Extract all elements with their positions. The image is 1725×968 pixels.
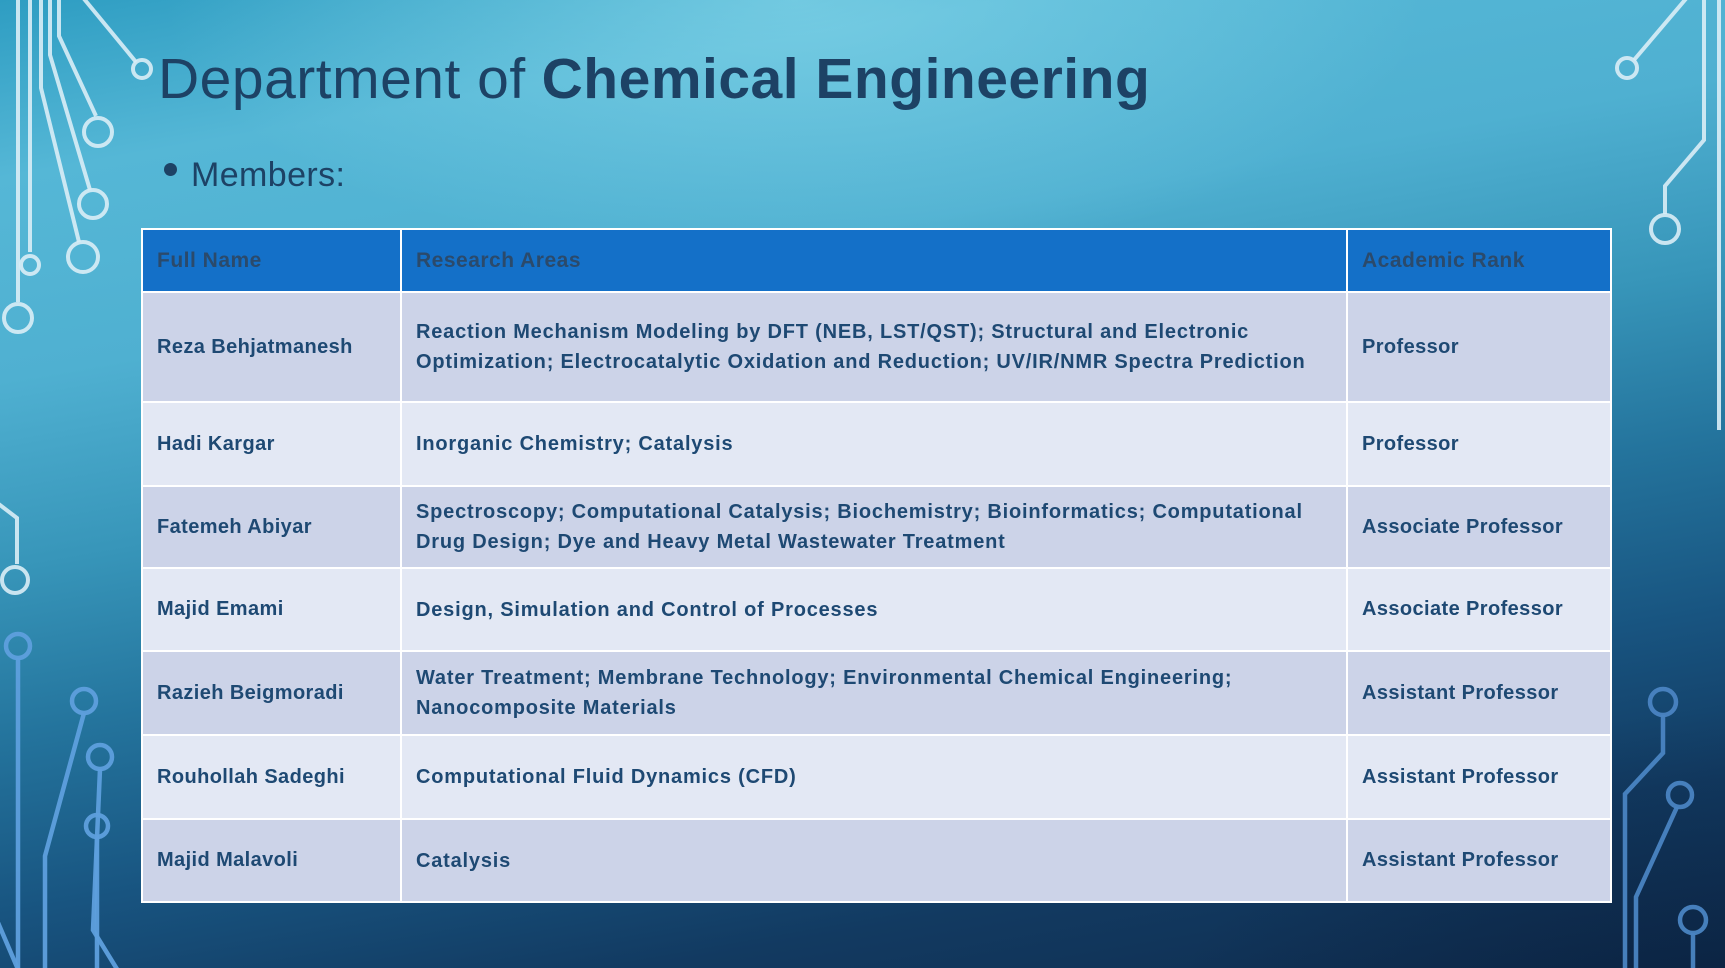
cell-research-areas: Spectroscopy; Computational Catalysis; B… (400, 485, 1348, 569)
cell-academic-rank: Assistant Professor (1346, 650, 1612, 736)
table-row: Reza Behjatmanesh Reaction Mechanism Mod… (141, 291, 1612, 403)
circuit-traces-top-right (1615, 0, 1721, 430)
cell-research-areas: Catalysis (400, 818, 1348, 903)
cell-full-name: Razieh Beigmoradi (141, 650, 402, 736)
members-label: Members: (191, 156, 346, 194)
table-row: Rouhollah Sadeghi Computational Fluid Dy… (141, 734, 1612, 820)
members-table: Full Name Research Areas Academic Rank R… (141, 228, 1612, 903)
circuit-traces-bottom-left (0, 631, 119, 968)
circuit-traces-bottom-right (1622, 686, 1709, 968)
cell-academic-rank: Associate Professor (1346, 567, 1612, 652)
cell-academic-rank: Professor (1346, 291, 1612, 403)
table-row: Majid Emami Design, Simulation and Contr… (141, 567, 1612, 652)
column-header-research-areas: Research Areas (400, 228, 1348, 293)
table-header-row: Full Name Research Areas Academic Rank (141, 228, 1612, 293)
title-emphasis: Chemical Engineering (541, 47, 1151, 111)
page-title: Department of Chemical Engineering (158, 48, 1150, 111)
cell-full-name: Hadi Kargar (141, 401, 402, 487)
cell-full-name: Majid Emami (141, 567, 402, 652)
cell-research-areas: Design, Simulation and Control of Proces… (400, 567, 1348, 652)
cell-full-name: Reza Behjatmanesh (141, 291, 402, 403)
cell-full-name: Majid Malavoli (141, 818, 402, 903)
cell-research-areas: Reaction Mechanism Modeling by DFT (NEB,… (400, 291, 1348, 403)
table-row: Fatemeh Abiyar Spectroscopy; Computation… (141, 485, 1612, 569)
title-prefix: Department of (158, 47, 526, 111)
circuit-traces-top-left (0, 0, 153, 595)
cell-academic-rank: Assistant Professor (1346, 734, 1612, 820)
cell-research-areas: Inorganic Chemistry; Catalysis (400, 401, 1348, 487)
cell-academic-rank: Assistant Professor (1346, 818, 1612, 903)
cell-academic-rank: Associate Professor (1346, 485, 1612, 569)
column-header-academic-rank: Academic Rank (1346, 228, 1612, 293)
table-row: Razieh Beigmoradi Water Treatment; Membr… (141, 650, 1612, 736)
members-bullet-item: Members: (164, 156, 345, 195)
table-row: Hadi Kargar Inorganic Chemistry; Catalys… (141, 401, 1612, 487)
bullet-icon (164, 163, 177, 176)
column-header-full-name: Full Name (141, 228, 402, 293)
cell-research-areas: Computational Fluid Dynamics (CFD) (400, 734, 1348, 820)
cell-research-areas: Water Treatment; Membrane Technology; En… (400, 650, 1348, 736)
cell-academic-rank: Professor (1346, 401, 1612, 487)
cell-full-name: Fatemeh Abiyar (141, 485, 402, 569)
table-row: Majid Malavoli Catalysis Assistant Profe… (141, 818, 1612, 903)
cell-full-name: Rouhollah Sadeghi (141, 734, 402, 820)
